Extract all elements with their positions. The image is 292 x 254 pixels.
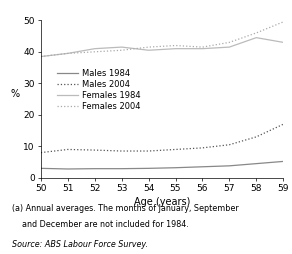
Text: and December are not included for 1984.: and December are not included for 1984.: [12, 220, 188, 229]
Text: Source: ABS Labour Force Survey.: Source: ABS Labour Force Survey.: [12, 240, 148, 249]
Y-axis label: %: %: [10, 89, 19, 99]
X-axis label: Age (years): Age (years): [134, 197, 190, 207]
Text: (a) Annual averages. The months of January, September: (a) Annual averages. The months of Janua…: [12, 204, 239, 213]
Legend: Males 1984, Males 2004, Females 1984, Females 2004: Males 1984, Males 2004, Females 1984, Fe…: [57, 69, 141, 111]
